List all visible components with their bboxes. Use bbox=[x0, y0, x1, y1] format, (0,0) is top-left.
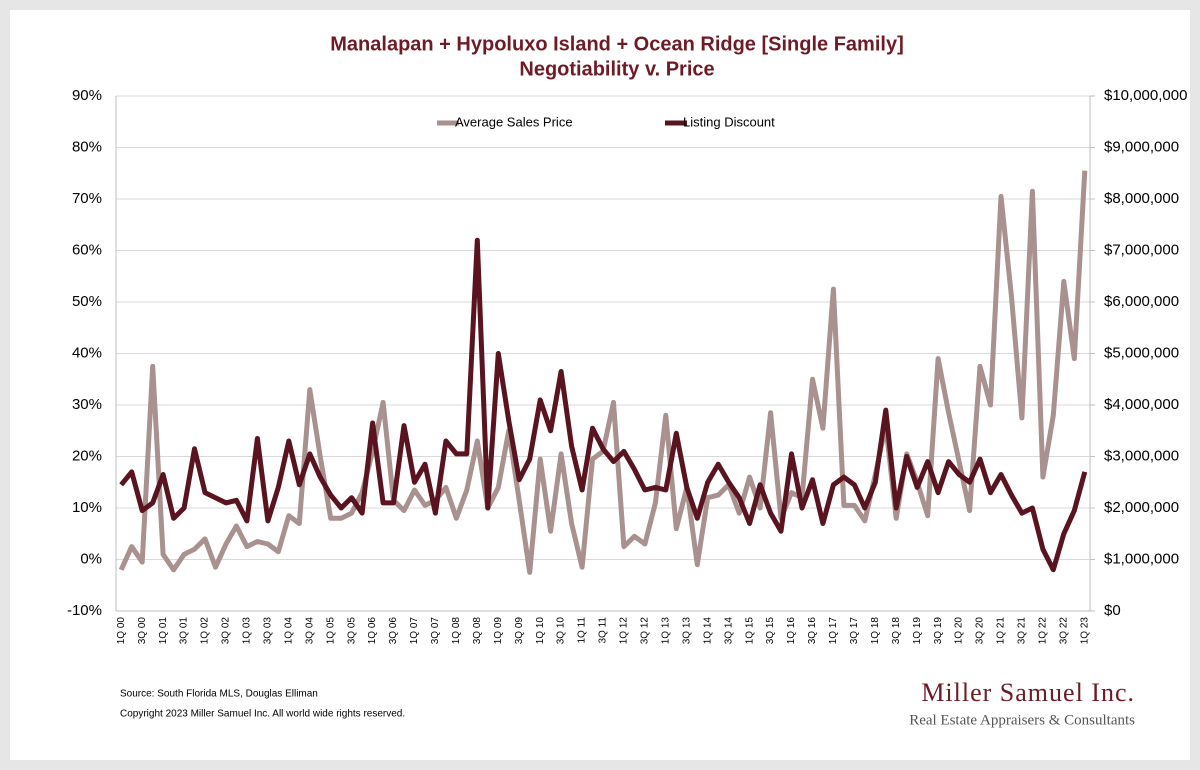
y-tick-label: 20% bbox=[72, 447, 102, 464]
x-tick-label: 3Q 05 bbox=[346, 617, 357, 645]
x-tick-label: 1Q 04 bbox=[283, 617, 294, 645]
x-tick-label: 3Q 11 bbox=[598, 617, 609, 644]
x-tick-label: 3Q 12 bbox=[640, 617, 651, 645]
y-tick-label: 30% bbox=[72, 396, 102, 413]
y-tick-label: 40% bbox=[72, 344, 102, 361]
x-tick-label: 1Q 15 bbox=[744, 617, 755, 645]
x-tick-label: 1Q 09 bbox=[493, 617, 504, 645]
y-tick-label: 90% bbox=[72, 87, 102, 104]
logo: Miller Samuel Inc. bbox=[921, 678, 1135, 707]
x-tick-label: 1Q 03 bbox=[242, 617, 253, 645]
logo-tagline: Real Estate Appraisers & Consultants bbox=[909, 712, 1135, 728]
y2-tick-label: $0 bbox=[1104, 602, 1121, 619]
x-tick-label: 3Q 03 bbox=[263, 617, 274, 645]
x-tick-label: 1Q 10 bbox=[535, 617, 546, 645]
x-tick-label: 1Q 08 bbox=[451, 617, 462, 645]
x-tick-label: 3Q 15 bbox=[765, 617, 776, 645]
y2-tick-label: $7,000,000 bbox=[1104, 241, 1179, 258]
x-tick-label: 1Q 07 bbox=[409, 617, 420, 645]
x-tick-label: 1Q 00 bbox=[116, 617, 127, 645]
x-tick-label: 1Q 13 bbox=[660, 617, 671, 645]
x-tick-label: 3Q 17 bbox=[849, 617, 860, 645]
x-tick-label: 3Q 06 bbox=[388, 617, 399, 645]
x-tick-label: 1Q 19 bbox=[912, 617, 923, 645]
x-tick-label: 3Q 02 bbox=[221, 617, 232, 645]
x-tick-label: 1Q 16 bbox=[786, 617, 797, 645]
x-tick-label: 1Q 12 bbox=[619, 617, 630, 645]
x-tick-label: 3Q 04 bbox=[304, 617, 315, 645]
y2-tick-label: $5,000,000 bbox=[1104, 344, 1179, 361]
x-tick-label: 1Q 22 bbox=[1038, 617, 1049, 645]
y-tick-label: 50% bbox=[72, 293, 102, 310]
x-tick-label: 1Q 06 bbox=[367, 617, 378, 645]
y-tick-label: 70% bbox=[72, 190, 102, 207]
x-tick-label: 3Q 09 bbox=[514, 617, 525, 645]
x-tick-label: 3Q 13 bbox=[681, 617, 692, 645]
y2-tick-label: $3,000,000 bbox=[1104, 447, 1179, 464]
y-tick-label: -10% bbox=[67, 602, 102, 619]
x-tick-label: 1Q 02 bbox=[200, 617, 211, 645]
y-tick-label: 80% bbox=[72, 138, 102, 155]
y-tick-label: 60% bbox=[72, 241, 102, 258]
x-tick-label: 3Q 10 bbox=[556, 617, 567, 645]
y2-tick-label: $6,000,000 bbox=[1104, 293, 1179, 310]
x-tick-label: 1Q 01 bbox=[158, 617, 169, 645]
chart-subtitle: Negotiability v. Price bbox=[519, 58, 714, 80]
y2-tick-label: $8,000,000 bbox=[1104, 190, 1179, 207]
x-tick-label: 1Q 11 bbox=[577, 617, 588, 644]
legend-label: Listing Discount bbox=[683, 114, 775, 129]
x-tick-label: 3Q 18 bbox=[891, 617, 902, 645]
x-tick-label: 1Q 20 bbox=[954, 617, 965, 645]
x-tick-label: 1Q 14 bbox=[702, 617, 713, 645]
x-tick-label: 3Q 01 bbox=[179, 617, 190, 645]
y2-tick-label: $10,000,000 bbox=[1104, 87, 1187, 104]
panel bbox=[10, 10, 1190, 760]
x-tick-label: 3Q 21 bbox=[1017, 617, 1028, 645]
x-tick-label: 3Q 00 bbox=[137, 617, 148, 645]
x-tick-label: 1Q 05 bbox=[325, 617, 336, 645]
x-tick-label: 1Q 23 bbox=[1079, 617, 1090, 645]
x-tick-label: 1Q 18 bbox=[870, 617, 881, 645]
y2-tick-label: $1,000,000 bbox=[1104, 550, 1179, 567]
y2-tick-label: $4,000,000 bbox=[1104, 396, 1179, 413]
series-line bbox=[119, 237, 1088, 573]
source: Source: South Florida MLS, Douglas Ellim… bbox=[120, 689, 318, 700]
x-tick-label: 3Q 08 bbox=[472, 617, 483, 645]
y2-tick-label: $2,000,000 bbox=[1104, 499, 1179, 516]
y-tick-label: 10% bbox=[72, 499, 102, 516]
y2-tick-label: $9,000,000 bbox=[1104, 138, 1179, 155]
x-tick-label: 3Q 19 bbox=[933, 617, 944, 645]
chart-title: Manalapan + Hypoluxo Island + Ocean Ridg… bbox=[330, 33, 903, 55]
x-tick-label: 1Q 17 bbox=[828, 617, 839, 645]
legend-label: Average Sales Price bbox=[455, 114, 573, 129]
x-tick-label: 3Q 14 bbox=[723, 617, 734, 645]
x-tick-label: 1Q 21 bbox=[996, 617, 1007, 645]
copyright: Copyright 2023 Miller Samuel Inc. All wo… bbox=[120, 709, 405, 720]
x-tick-label: 3Q 20 bbox=[975, 617, 986, 645]
x-tick-label: 3Q 07 bbox=[430, 617, 441, 645]
x-tick-label: 3Q 22 bbox=[1058, 617, 1069, 645]
y-tick-label: 0% bbox=[80, 550, 102, 567]
x-tick-label: 3Q 16 bbox=[807, 617, 818, 645]
